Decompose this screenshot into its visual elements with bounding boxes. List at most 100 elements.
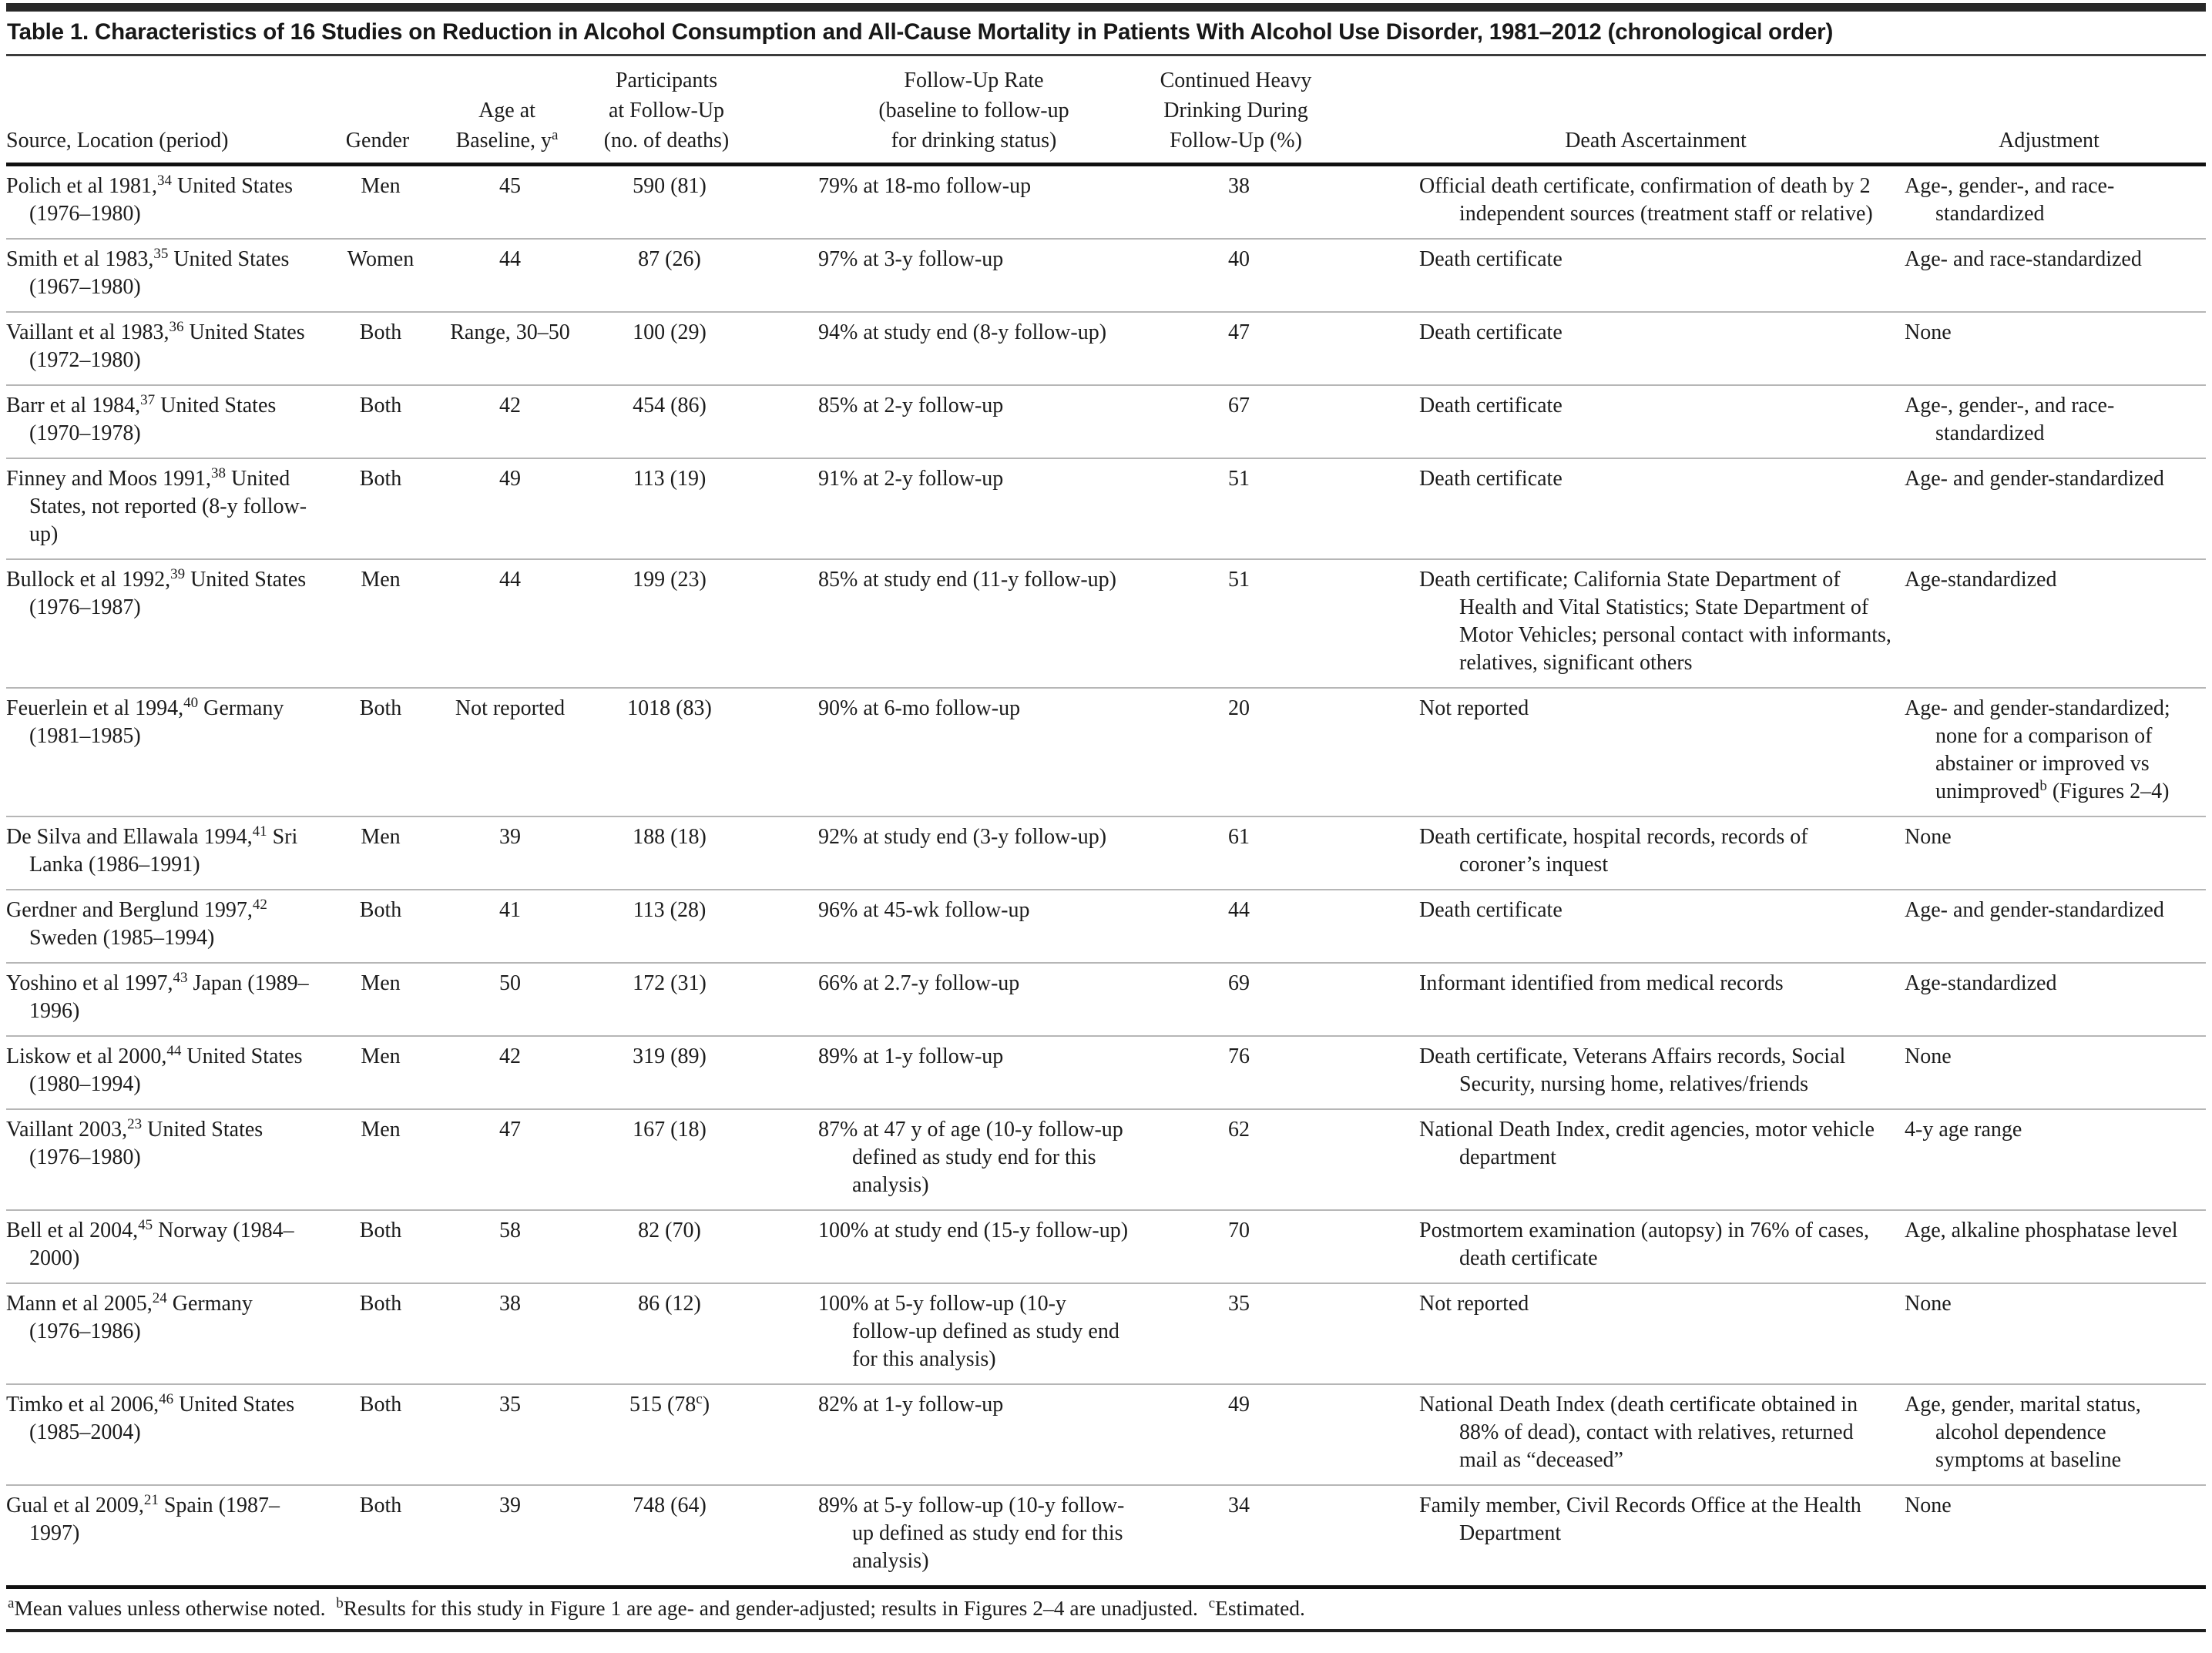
cell-heavy-drinking: 40 [1142, 237, 1342, 312]
cell-age: 49 [438, 457, 589, 559]
table-row: Finney and Moos 1991,38 United States, n… [6, 457, 2206, 559]
table-header: Source, Location (period) Gender Age at Bas… [6, 55, 2206, 166]
superscript-ref: 34 [156, 172, 172, 189]
cell-followup-rate: 89% at 1-y follow-up [757, 1034, 1142, 1109]
cell-death-ascertainment: Death certificate, hospital records, rec… [1342, 815, 1905, 890]
cell-source: Yoshino et al 1997,43 Japan (1989–1996) [6, 961, 330, 1036]
superscript-ref: 44 [166, 1042, 182, 1059]
cell-age: 50 [438, 961, 589, 1036]
cell-participants: 100 (29) [589, 310, 757, 385]
superscript-ref: 38 [211, 464, 226, 481]
table-row: Barr et al 1984,37 United States (1970–1… [6, 384, 2206, 458]
cell-source: Gual et al 2009,21 Spain (1987–1997) [6, 1484, 330, 1585]
table-row: Smith et al 1983,35 United States (1967–… [6, 237, 2206, 312]
table-row: De Silva and Ellawala 1994,41 Sri Lanka … [6, 815, 2206, 890]
cell-heavy-drinking: 34 [1142, 1484, 1342, 1585]
cell-death-ascertainment: Death certificate [1342, 888, 1905, 963]
cell-source: Vaillant 2003,23 United States (1976–198… [6, 1108, 330, 1210]
table-row: Gual et al 2009,21 Spain (1987–1997) Bot… [6, 1484, 2206, 1585]
superscript-ref: b [336, 1594, 344, 1611]
cell-followup-rate: 66% at 2.7-y follow-up [757, 961, 1142, 1036]
cell-source: Bell et al 2004,45 Norway (1984–2000) [6, 1209, 330, 1283]
cell-gender: Both [330, 1209, 438, 1283]
cell-death-ascertainment: Not reported [1342, 686, 1905, 816]
cell-heavy-drinking: 70 [1142, 1209, 1342, 1283]
cell-followup-rate: 82% at 1-y follow-up [757, 1383, 1142, 1485]
cell-followup-rate: 91% at 2-y follow-up [757, 457, 1142, 559]
cell-age: 58 [438, 1209, 589, 1283]
cell-gender: Both [330, 686, 438, 816]
table-row: Vaillant et al 1983,36 United States (19… [6, 310, 2206, 385]
cell-death-ascertainment: Informant identified from medical record… [1342, 961, 1905, 1036]
cell-participants: 1018 (83) [589, 686, 757, 816]
cell-death-ascertainment: Death certificate [1342, 237, 1905, 312]
table-row: Polich et al 1981,34 United States (1976… [6, 164, 2206, 239]
superscript-ref: 40 [183, 694, 199, 711]
cell-source: Polich et al 1981,34 United States (1976… [6, 172, 294, 226]
col-header-followup: Follow-Up Rate (baseline to follow-up for … [757, 55, 1142, 166]
cell-age: Range, 30–50 [438, 310, 589, 385]
table-row: Liskow et al 2000,44 United States (1980… [6, 1034, 2206, 1109]
cell-death-ascertainment: Death certificate [1342, 310, 1905, 385]
cell-source: Bullock et al 1992,39 United States (197… [6, 558, 330, 688]
cell-adjustment: Age, gender, marital status, alcohol dep… [1905, 1383, 2206, 1485]
cell-age: Not reported [438, 686, 589, 816]
cell-age: 41 [438, 888, 589, 963]
cell-heavy-drinking: 62 [1142, 1108, 1342, 1210]
cell-followup-rate: 96% at 45-wk follow-up [757, 888, 1142, 963]
cell-followup-rate: 85% at study end (11-y follow-up) [757, 558, 1142, 688]
cell-participants: 86 (12) [589, 1282, 757, 1384]
superscript-ref: 46 [159, 1390, 174, 1407]
cell-age: 45 [499, 173, 521, 198]
cell-adjustment: None [1905, 1282, 2206, 1384]
cell-source: Finney and Moos 1991,38 United States, n… [6, 457, 330, 559]
cell-source: Smith et al 1983,35 United States (1967–… [6, 237, 330, 312]
superscript-ref: 39 [170, 565, 186, 582]
cell-heavy-drinking: 20 [1142, 686, 1342, 816]
col-header-gender: Gender [330, 55, 438, 166]
cell-heavy-drinking: 51 [1142, 457, 1342, 559]
superscript-ref: c [1208, 1594, 1216, 1611]
cell-age: 42 [438, 1034, 589, 1109]
cell-death-ascertainment: Death certificate [1342, 457, 1905, 559]
cell-followup-rate: 87% at 47 y of age (10-y follow-up defin… [757, 1108, 1142, 1210]
superscript-ref: c [696, 1390, 703, 1407]
cell-source: Liskow et al 2000,44 United States (1980… [6, 1034, 330, 1109]
superscript-ref: 42 [252, 896, 267, 913]
cell-participants: 319 (89) [589, 1034, 757, 1109]
superscript-ref: 41 [252, 823, 267, 840]
cell-participants: 199 (23) [589, 558, 757, 688]
cell-gender: Men [330, 1108, 438, 1210]
cell-participants: 87 (26) [589, 237, 757, 312]
table-row: Vaillant 2003,23 United States (1976–198… [6, 1108, 2206, 1210]
cell-source: Timko et al 2006,46 United States (1985–… [6, 1383, 330, 1485]
superscript-ref: 23 [127, 1115, 143, 1132]
col-header-participants: Participants at Follow-Up (no. of deaths) [589, 55, 757, 166]
col-header-death: Death Ascertainment [1342, 55, 1905, 166]
cell-participants: 167 (18) [589, 1108, 757, 1210]
superscript-ref: a [8, 1594, 15, 1611]
cell-adjustment: Age-standardized [1905, 961, 2206, 1036]
cell-adjustment: Age-, gender-, and race-standardized [1905, 173, 2115, 226]
studies-table: Source, Location (period) Gender Age at Bas… [6, 55, 2206, 1585]
cell-death-ascertainment: Death certificate [1342, 384, 1905, 458]
cell-heavy-drinking: 49 [1142, 1383, 1342, 1485]
superscript-ref: a [551, 126, 559, 143]
cell-followup-rate: 89% at 5-y follow-up (10-y follow-up def… [757, 1484, 1142, 1585]
cell-age: 44 [438, 237, 589, 312]
cell-death-ascertainment: Official death certificate, confirmation… [1419, 173, 1873, 226]
cell-followup-rate: 92% at study end (3-y follow-up) [757, 815, 1142, 890]
cell-age: 39 [438, 1484, 589, 1585]
cell-adjustment: Age- and race-standardized [1905, 237, 2206, 312]
table-row: Gerdner and Berglund 1997,42 Sweden (198… [6, 888, 2206, 963]
cell-gender: Both [330, 310, 438, 385]
header-row: Source, Location (period) Gender Age at Bas… [6, 55, 2206, 166]
cell-gender: Women [330, 237, 438, 312]
cell-participants: 454 (86) [589, 384, 757, 458]
superscript-ref: 43 [173, 969, 188, 986]
superscript-ref: 21 [143, 1491, 159, 1508]
cell-adjustment: Age- and gender-standardized [1905, 457, 2206, 559]
superscript-ref: 36 [169, 318, 184, 335]
cell-adjustment: Age, alkaline phosphatase level [1905, 1209, 2206, 1283]
